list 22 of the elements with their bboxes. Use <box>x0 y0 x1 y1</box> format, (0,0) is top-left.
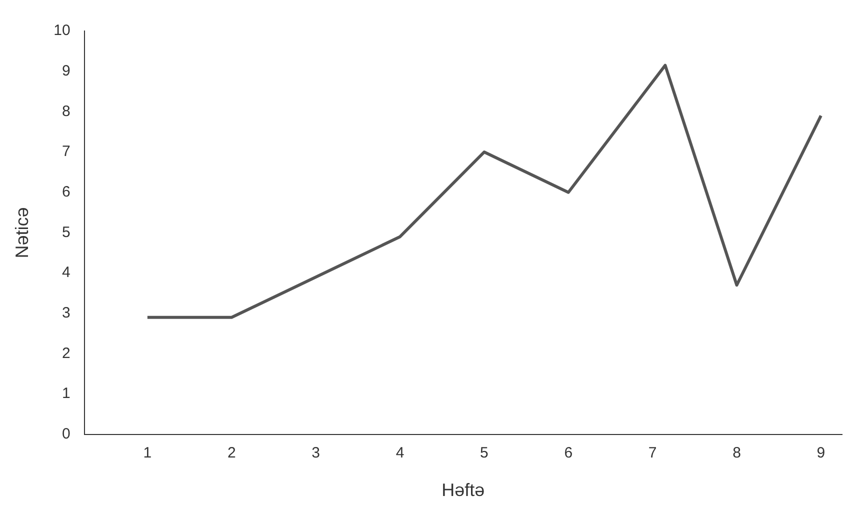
x-tick-label: 4 <box>396 444 404 462</box>
y-tick-label: 3 <box>62 304 70 322</box>
x-tick-label: 6 <box>564 444 573 462</box>
y-tick-label: 0 <box>62 426 70 443</box>
x-tick-label: 9 <box>816 444 826 462</box>
y-tick-label: 2 <box>62 344 70 362</box>
x-tick-label: 3 <box>312 444 320 462</box>
y-tick-label: 7 <box>62 143 70 160</box>
y-tick-label: 10 <box>54 22 70 40</box>
y-tick-label: 1 <box>62 385 70 402</box>
x-tick-label: 8 <box>732 444 741 462</box>
x-axis-title: Həftə <box>442 480 485 500</box>
x-tick-label: 1 <box>143 444 152 462</box>
x-tick-label: 2 <box>227 444 236 462</box>
y-tick-label: 6 <box>62 184 70 200</box>
y-tick-label: 5 <box>62 224 70 241</box>
y-tick-label: 8 <box>62 102 70 120</box>
x-tick-label: 5 <box>480 444 488 462</box>
y-tick-label: 9 <box>62 62 70 80</box>
x-tick-label: 7 <box>648 444 657 462</box>
y-tick-label: 4 <box>62 264 70 282</box>
y-axis-title: Nəticə <box>12 207 32 258</box>
